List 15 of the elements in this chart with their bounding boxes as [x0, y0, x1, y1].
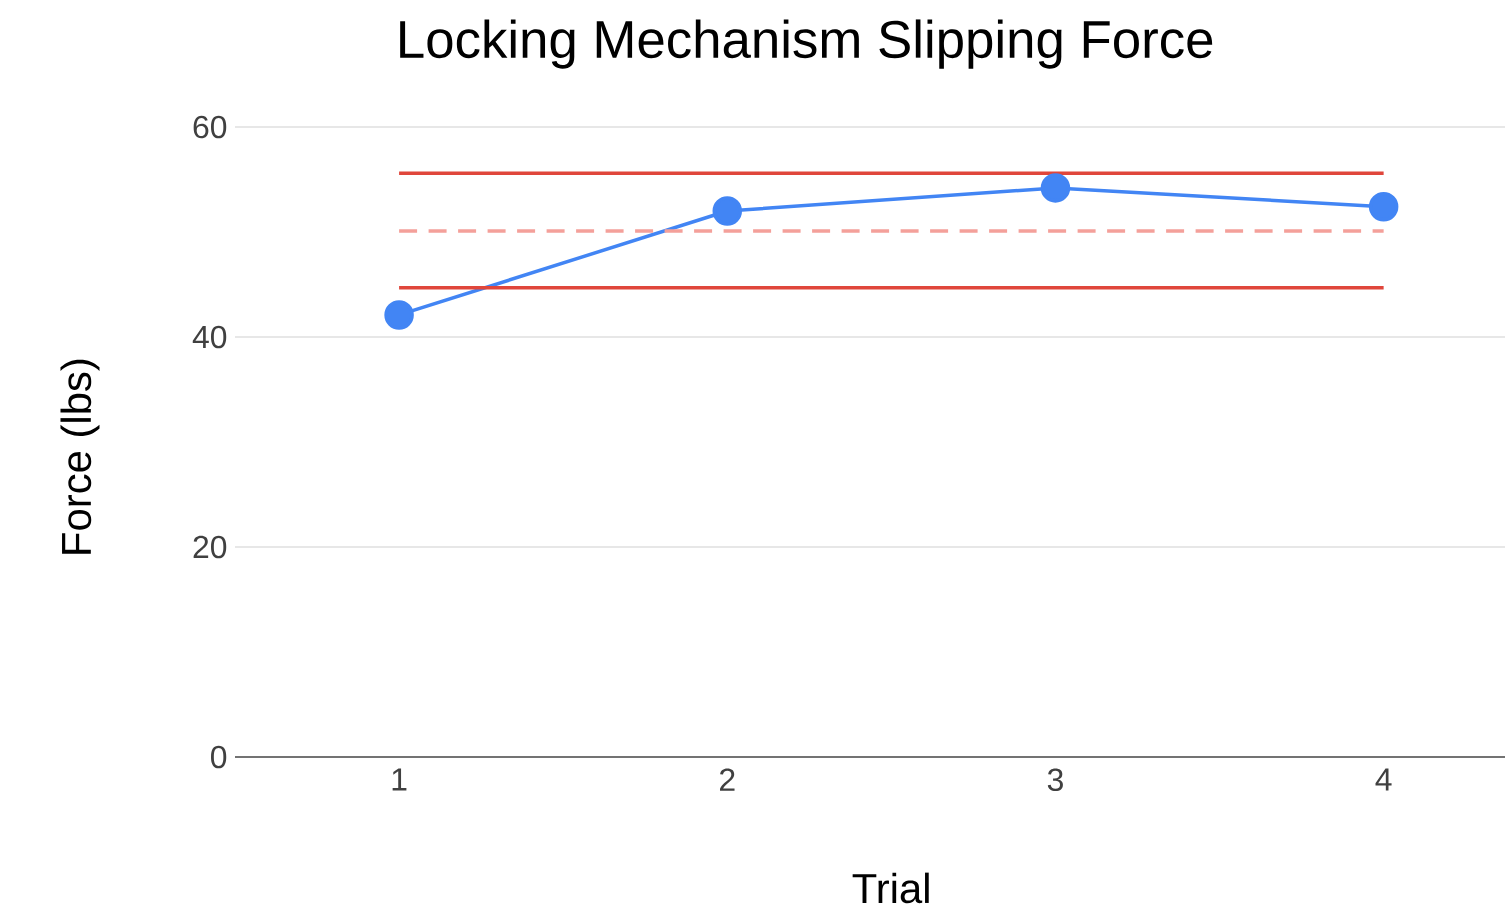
x-tick-label: 3: [1047, 768, 1063, 792]
point: [712, 196, 743, 226]
y-tick-label: 60: [193, 115, 227, 139]
x-axis-title: Trial: [852, 872, 929, 904]
x-tick-label: 1: [392, 768, 407, 791]
chart-title: Locking Mechanism Slipping Force: [400, 19, 1213, 69]
point: [1040, 173, 1071, 203]
y-tick-label: 0: [211, 745, 227, 769]
point: [384, 300, 414, 330]
x-tick-label: 2: [720, 768, 735, 791]
y-tick-label: 40: [192, 325, 227, 349]
x-tick-label: 4: [1375, 768, 1392, 791]
y-tick-label: 20: [193, 535, 227, 559]
y-axis-title: Force (lbs): [60, 359, 100, 554]
point: [1368, 192, 1399, 222]
